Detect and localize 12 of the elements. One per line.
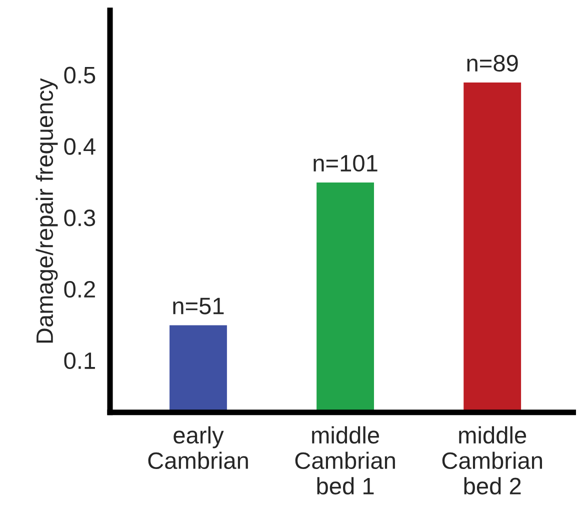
- y-tick-label: 0.2: [64, 280, 95, 298]
- annotation: n=89: [467, 54, 518, 72]
- x-tick-label: middle Cambrian bed 1: [295, 426, 395, 494]
- annotation: n=51: [173, 298, 224, 314]
- y-axis-title: Damage/repair frequency: [36, 78, 58, 343]
- x-tick-label: early Cambrian: [148, 426, 248, 470]
- annotation: n=101: [314, 154, 378, 172]
- y-tick-label: 0.4: [64, 138, 96, 155]
- y-tick-label: 0.5: [64, 66, 96, 84]
- y-tick-label: 0.3: [64, 210, 96, 226]
- y-tick-label: 0.1: [64, 352, 95, 370]
- x-tick-label: middle Cambrian bed 2: [442, 426, 542, 494]
